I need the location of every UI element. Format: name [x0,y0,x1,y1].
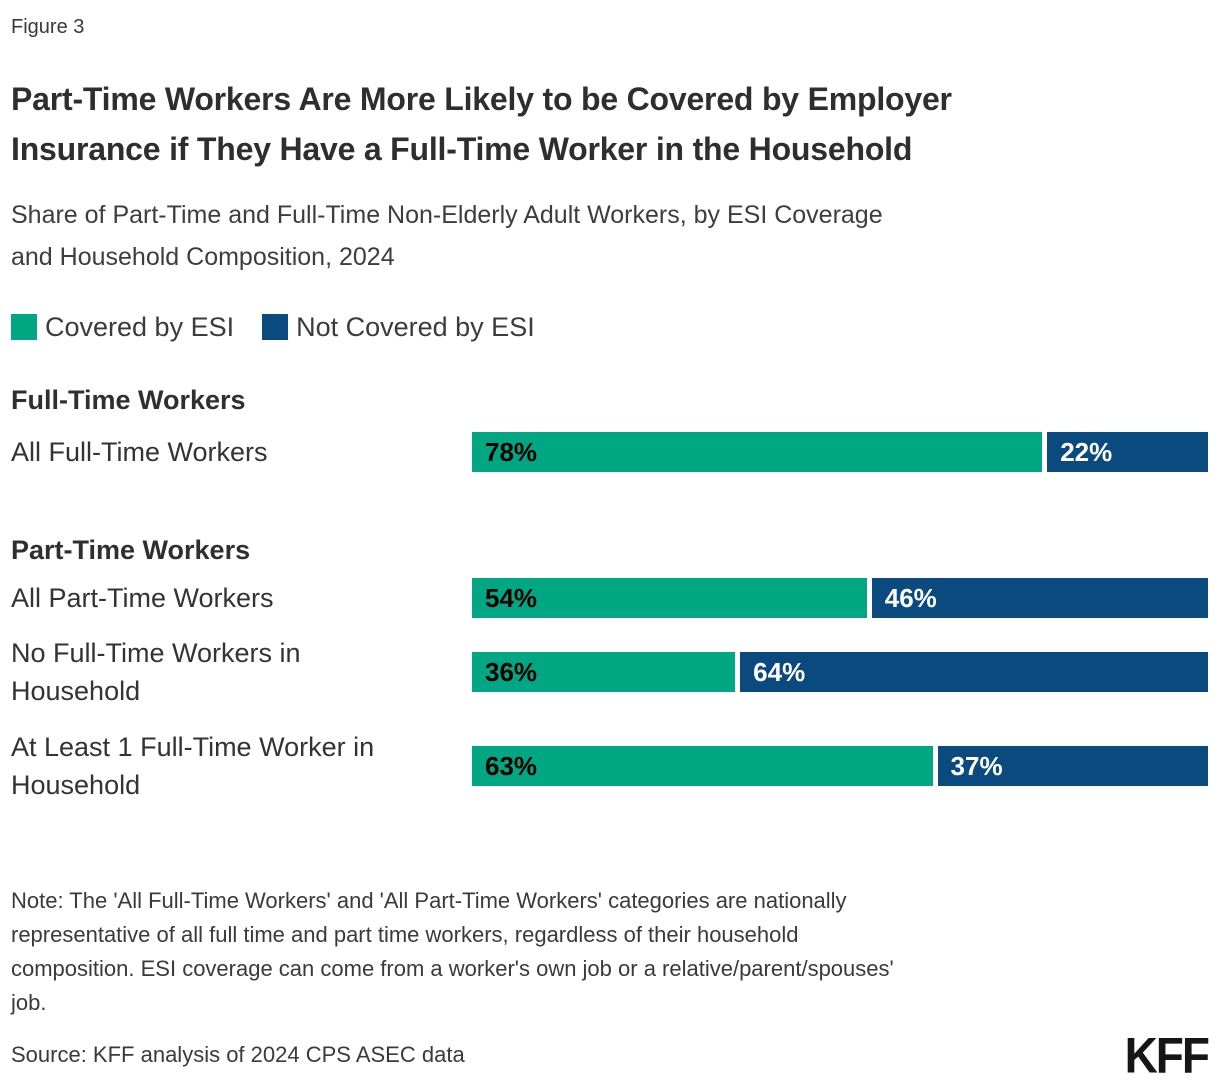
legend-item-covered: Covered by ESI [11,312,234,342]
chart-title-line-1: Part-Time Workers Are More Likely to be … [11,81,952,117]
legend-label-not-covered: Not Covered by ESI [296,312,535,342]
bar-value-label: 64% [753,656,806,687]
section-header-full-time: Full-Time Workers [11,385,246,415]
note-line-2: representative of all full time and part… [11,922,799,947]
source-text: Source: KFF analysis of 2024 CPS ASEC da… [11,1042,465,1067]
chart-subtitle-line-1: Share of Part-Time and Full-Time Non-Eld… [11,201,883,229]
chart-subtitle-line-2: and Household Composition, 2024 [11,243,395,271]
bar-segment-not-covered: 64% [740,652,1208,692]
row-label: No Full-Time Workers in Household [11,638,301,706]
row-label: All Part-Time Workers [11,583,274,613]
bar-row-all-full-time: All Full-Time Workers 78% 22% [11,432,1208,472]
bar-track: 63% 37% [472,746,1208,786]
bar-value-label: 36% [485,656,538,687]
legend: Covered by ESI Not Covered by ESI [11,312,1208,342]
bar-value-label: 78% [485,436,538,467]
bar-segment-covered: 78% [472,432,1043,472]
legend-item-not-covered: Not Covered by ESI [262,312,535,342]
section-header-part-time: Part-Time Workers [11,535,251,565]
bar-segment-covered: 63% [472,746,933,786]
not-covered-by-esi-swatch-icon [262,314,289,340]
bar-value-label: 37% [950,750,1003,781]
bar-row-no-full-time-in-household: No Full-Time Workers in Household 36% 64… [11,634,1208,710]
bar-segment-covered: 36% [472,652,736,692]
bar-segment-covered: 54% [472,578,867,618]
footer: Source: KFF analysis of 2024 CPS ASEC da… [11,1026,1210,1084]
page-title: Part-Time Workers Are More Likely to be … [11,74,1208,174]
bar-track: 36% 64% [472,652,1208,692]
chart-title-line-2: Insurance if They Have a Full-Time Worke… [11,131,913,167]
bar-segment-not-covered: 46% [871,578,1208,618]
bar-segment-not-covered: 37% [937,746,1208,786]
bar-row-at-least-1-full-time-in-household: At Least 1 Full-Time Worker in Household… [11,728,1208,804]
figure-label: Figure 3 [11,16,85,38]
bar-value-label: 54% [485,582,538,613]
covered-by-esi-swatch-icon [11,314,37,340]
note-text: Note: The 'All Full-Time Workers' and 'A… [11,884,1208,1020]
note-line-1: Note: The 'All Full-Time Workers' and 'A… [11,888,847,913]
bar-segment-not-covered: 22% [1047,432,1208,472]
chart-subtitle: Share of Part-Time and Full-Time Non-Eld… [11,194,1208,278]
bar-track: 78% 22% [472,432,1208,472]
note-line-3: composition. ESI coverage can come from … [11,956,894,981]
bar-value-label: 63% [485,750,538,781]
bar-value-label: 22% [1060,436,1113,467]
bar-value-label: 46% [884,582,937,613]
row-label: At Least 1 Full-Time Worker in Household [11,732,375,800]
kff-logo: KFF [1124,1026,1210,1084]
note-line-4: job. [11,990,47,1015]
bar-row-all-part-time: All Part-Time Workers 54% 46% [11,578,1208,618]
row-label: All Full-Time Workers [11,437,268,467]
bar-track: 54% 46% [472,578,1208,618]
legend-label-covered: Covered by ESI [45,312,235,342]
